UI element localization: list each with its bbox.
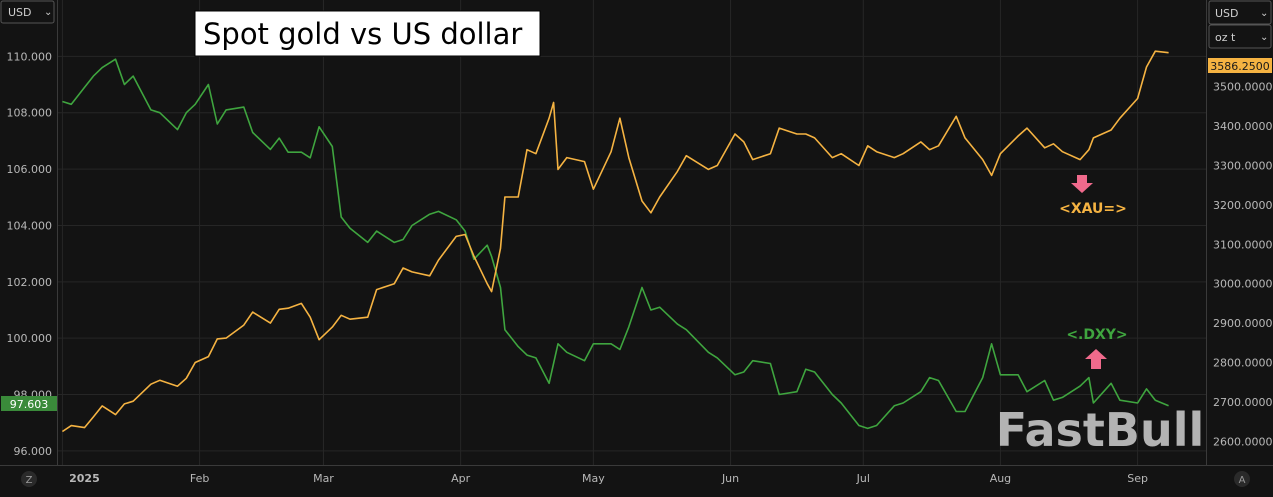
right-tick-label: 3500.0000 [1213,81,1273,94]
left-tick-label: 110.000 [7,50,53,63]
left-tick-label: 104.000 [7,219,53,232]
xau-series-line [61,50,1169,433]
time-tick-label: 2025 [69,472,100,485]
right-axis-ticks: 3500.0000 3400.0000 3300.0000 3200.0000 3100… [1213,81,1273,449]
time-tick-label: Feb [190,472,209,485]
time-axis-ticks: 2025 Feb Mar Apr May Jun Jul Aug Sep [69,472,1148,485]
grid-lines [58,0,1206,465]
time-tick-label: May [582,472,605,485]
left-currency-selector[interactable]: USD ⌄ [0,0,55,24]
left-tick-label: 96.000 [14,445,53,458]
left-scale-button[interactable]: Z [21,471,37,487]
left-tick-label: 100.000 [7,332,53,345]
auto-scale-label: A [1239,475,1246,486]
time-tick-label: Jun [721,472,739,485]
fastbull-watermark: FastBull [996,403,1204,457]
dxy-last-value-badge: 97.603 [1,396,57,411]
left-scale-label: Z [26,475,33,486]
left-tick-label: 108.000 [7,107,53,120]
series-lines [61,50,1169,433]
time-tick-label: Apr [451,472,471,485]
time-tick-label: Mar [313,472,334,485]
dxy-annotation: <.DXY> [1066,327,1128,369]
dxy-last-value: 97.603 [10,398,49,411]
right-currency-selector[interactable]: USD ⌄ [1208,0,1272,25]
right-currency-label: USD [1215,7,1239,20]
dxy-label: <.DXY> [1066,327,1127,343]
time-tick-label: Jul [856,472,870,485]
right-tick-label: 3100.0000 [1213,238,1273,251]
left-axis-ticks: 110.000 108.000 106.000 104.000 102.000 100.0… [7,50,53,458]
right-tick-label: 3300.0000 [1213,160,1273,173]
xau-label: <XAU=> [1059,201,1127,217]
right-tick-label: 3200.0000 [1213,199,1273,212]
unit-selector[interactable]: oz t ⌄ [1208,24,1272,49]
time-tick-label: Aug [990,472,1011,485]
xau-last-value-badge: 3586.2500 [1208,58,1272,73]
right-tick-label: 2900.0000 [1213,317,1273,330]
right-tick-label: 3400.0000 [1213,120,1273,133]
left-tick-label: 102.000 [7,276,53,289]
chevron-down-icon: ⌄ [1260,8,1268,19]
left-currency-label: USD [8,6,32,19]
chart-title-box: Spot gold vs US dollar [194,10,541,57]
xau-annotation: <XAU=> [1059,175,1127,217]
dxy-series-line [62,58,1169,430]
arrow-down-icon [1071,175,1093,193]
chevron-down-icon: ⌄ [44,7,52,18]
auto-scale-button[interactable]: A [1234,471,1250,487]
unit-label: oz t [1215,31,1236,44]
chart-title: Spot gold vs US dollar [203,17,522,51]
right-tick-label: 3000.0000 [1213,278,1273,291]
right-tick-label: 2700.0000 [1213,396,1273,409]
chevron-down-icon: ⌄ [1260,32,1268,43]
right-tick-label: 2800.0000 [1213,357,1273,370]
left-tick-label: 106.000 [7,163,53,176]
right-tick-label: 2600.0000 [1213,435,1273,448]
time-tick-label: Sep [1127,472,1148,485]
xau-last-value: 3586.2500 [1210,60,1270,73]
arrow-up-icon [1085,349,1107,369]
